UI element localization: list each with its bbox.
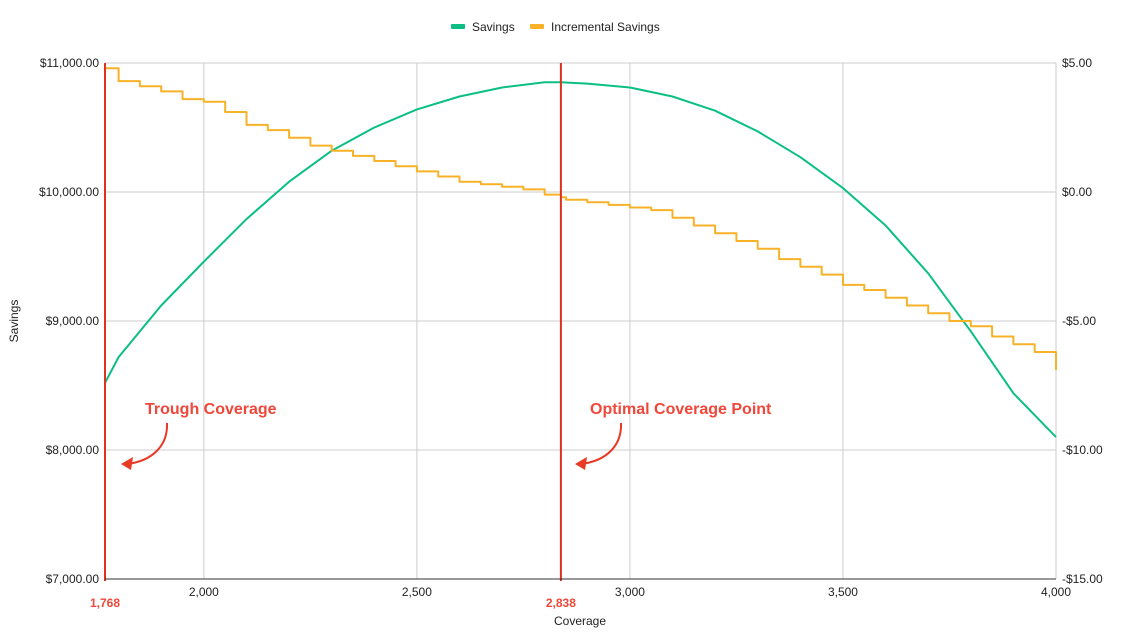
y-tick-label: $8,000.00	[46, 443, 100, 457]
annotation-trough-arrow	[126, 422, 169, 465]
legend-swatch-savings	[451, 24, 465, 29]
legend-label-savings: Savings	[472, 20, 515, 34]
savings-line	[104, 81, 1057, 438]
y-tick-label: $7,000.00	[46, 572, 100, 586]
marker-label-trough: 1,768	[90, 596, 120, 610]
legend-swatch-incremental-savings	[530, 24, 544, 29]
series-lines	[104, 67, 1057, 438]
y-axis-title: Savings	[7, 300, 21, 343]
x-tick-label: 2,000	[189, 585, 219, 599]
annotation-trough: Trough Coverage	[121, 401, 277, 470]
annotation-optimal-arrow	[580, 422, 623, 465]
legend: Savings Incremental Savings	[451, 20, 660, 34]
y2-tick-label: -$10.00	[1062, 443, 1103, 457]
y2-tick-label: -$5.00	[1062, 314, 1096, 328]
legend-label-incremental-savings: Incremental Savings	[551, 20, 660, 34]
x-tick-label: 2,500	[402, 585, 432, 599]
x-tick-label: 3,500	[828, 585, 858, 599]
incremental-savings-line	[105, 67, 1057, 370]
y-tick-label: $11,000.00	[40, 56, 99, 70]
annotation-trough-text: Trough Coverage	[145, 401, 277, 418]
y2-tick-label: $0.00	[1062, 185, 1092, 199]
axes: $7,000.00 $8,000.00 $9,000.00 $10,000.00 $11…	[39, 56, 1103, 599]
annotation-optimal-arrowhead-icon	[575, 457, 587, 470]
y2-tick-label: $5.00	[1062, 56, 1092, 70]
x-tick-label: 3,000	[615, 585, 645, 599]
y-tick-label: $10,000.00	[39, 185, 99, 199]
x-axis-title: Coverage	[554, 614, 606, 628]
vertical-markers: 1,768 2,838	[90, 63, 576, 610]
y-tick-label: $9,000.00	[46, 314, 100, 328]
annotation-optimal: Optimal Coverage Point	[575, 401, 772, 470]
annotation-trough-arrowhead-icon	[121, 457, 133, 470]
marker-label-optimal: 2,838	[546, 596, 576, 610]
annotation-optimal-text: Optimal Coverage Point	[590, 401, 772, 418]
gridlines	[105, 62, 1057, 580]
y2-tick-label: -$15.00	[1062, 572, 1103, 586]
x-tick-label: 4,000	[1041, 585, 1071, 599]
